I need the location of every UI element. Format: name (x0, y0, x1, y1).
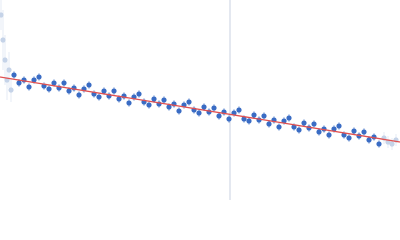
data-point (166, 104, 172, 110)
data-point (86, 82, 92, 88)
data-point (16, 80, 22, 86)
data-point (226, 116, 232, 122)
data-point (0, 12, 4, 18)
fit-line (0, 76, 400, 143)
data-point (126, 100, 132, 106)
data-point (376, 141, 382, 147)
chart (0, 0, 400, 200)
data-point (389, 141, 395, 147)
data-point (8, 87, 14, 93)
data-point (261, 113, 267, 119)
data-point (151, 96, 157, 102)
data-point (326, 132, 332, 138)
data-point (246, 118, 252, 124)
data-point (101, 88, 107, 94)
data-point (201, 104, 207, 110)
data-point (136, 91, 142, 97)
data-point (36, 74, 42, 80)
data-point (196, 110, 202, 116)
data-point (66, 88, 72, 94)
data-point (26, 84, 32, 90)
data-point (216, 113, 222, 119)
data-point (61, 80, 67, 86)
data-point (331, 126, 337, 132)
data-point (186, 99, 192, 105)
data-point (161, 97, 167, 103)
data-point (346, 135, 352, 141)
data-point (31, 77, 37, 83)
data-point (11, 72, 17, 78)
data-point (276, 124, 282, 130)
data-point (111, 88, 117, 94)
data-point (51, 80, 57, 86)
data-point (0, 37, 6, 43)
data-point (96, 94, 102, 100)
data-point (76, 92, 82, 98)
data-point (336, 123, 342, 129)
data-point (176, 108, 182, 114)
data-point (316, 129, 322, 135)
data-point (241, 116, 247, 122)
data-point (251, 112, 257, 118)
data-point (366, 137, 372, 143)
data-point (236, 107, 242, 113)
data-point (46, 86, 52, 92)
data-point (291, 124, 297, 130)
data-point (301, 120, 307, 126)
data-point (211, 105, 217, 111)
data-point (296, 127, 302, 133)
data-point (286, 115, 292, 121)
data-point (146, 102, 152, 108)
data-point (2, 57, 8, 63)
data-point (116, 96, 122, 102)
data-point (311, 121, 317, 127)
data-point (351, 128, 357, 134)
data-point (266, 121, 272, 127)
data-point (6, 67, 12, 73)
data-point (361, 129, 367, 135)
